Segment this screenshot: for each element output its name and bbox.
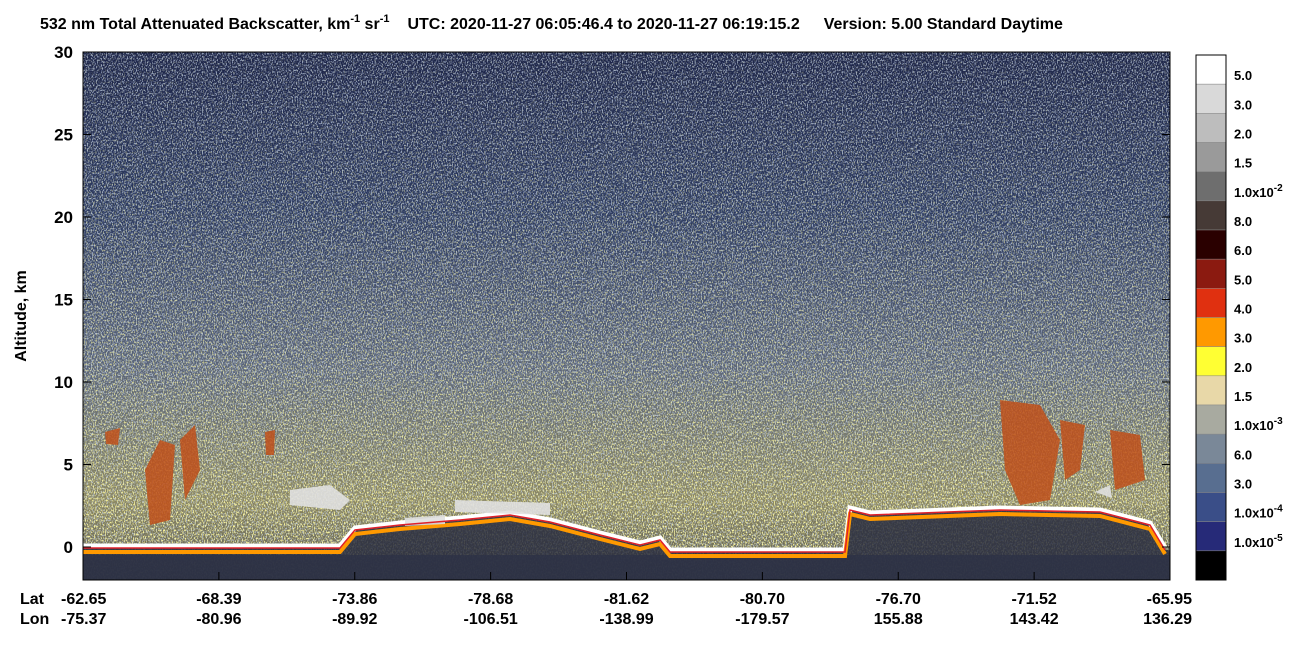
y-tick-label: 10 <box>54 373 73 392</box>
lon-tick-label: -80.96 <box>196 611 241 628</box>
title-part: Version: 5.00 Standard Daytime <box>824 16 1063 33</box>
colorbar-cell <box>1195 142 1227 172</box>
lat-tick-label: -76.70 <box>876 591 921 608</box>
y-tick-label: 0 <box>64 538 73 557</box>
colorbar-cell <box>1195 492 1227 522</box>
colorbar-cell <box>1195 288 1227 318</box>
lon-tick-label: -75.37 <box>61 611 106 628</box>
colorbar-cell <box>1195 229 1227 260</box>
colorbar-cell <box>1195 463 1227 493</box>
colorbar-label: 1.5 <box>1234 156 1252 171</box>
colorbar-label: 3.0 <box>1234 97 1252 112</box>
colorbar-label: 5.0 <box>1234 272 1252 287</box>
colorbar-label: 2.0 <box>1234 127 1252 142</box>
lat-tick-label: -81.62 <box>604 591 649 608</box>
lon-tick-label: 143.42 <box>1010 611 1059 628</box>
colorbar-cell <box>1195 83 1227 114</box>
y-axis-label: Altitude, km <box>13 270 30 362</box>
chart-title: 532 nm Total Attenuated Backscatter, km-… <box>40 13 1063 33</box>
colorbar-label: 4.0 <box>1234 302 1252 317</box>
colorbar-label: 1.5 <box>1234 389 1252 404</box>
colorbar-label: 3.0 <box>1234 331 1252 346</box>
lat-label: Lat <box>20 591 45 608</box>
lat-tick-label: -80.70 <box>740 591 785 608</box>
title-part: -1 <box>380 13 390 25</box>
lon-tick-label: -106.51 <box>463 611 517 628</box>
backscatter-image <box>83 52 1170 580</box>
colorbar-cell <box>1195 317 1227 347</box>
colorbar-cell <box>1195 113 1227 143</box>
title-part: sr <box>360 16 380 33</box>
colorbar-label: 1.0x10-2 <box>1234 183 1283 200</box>
colorbar-label-base: 1.0x10 <box>1234 418 1274 433</box>
colorbar-label: 6.0 <box>1234 243 1252 258</box>
colorbar-cell <box>1195 433 1227 464</box>
lat-tick-label: -73.86 <box>332 591 377 608</box>
lon-tick-label: 155.88 <box>874 611 923 628</box>
colorbar-cell <box>1195 258 1227 289</box>
lon-tick-label: -179.57 <box>735 611 789 628</box>
colorbar-cell <box>1195 375 1227 406</box>
title-part: UTC: 2020-11-27 06:05:46.4 to 2020-11-27… <box>407 16 799 33</box>
colorbar-cell <box>1195 550 1227 581</box>
y-tick-label: 25 <box>54 126 73 145</box>
y-tick-label: 15 <box>54 291 73 310</box>
colorbar-label: 1.0x10-4 <box>1234 504 1283 521</box>
lat-tick-label: -71.52 <box>1011 591 1056 608</box>
colorbar-label: 8.0 <box>1234 214 1252 229</box>
colorbar-label: 3.0 <box>1234 477 1252 492</box>
colorbar-label-base: 1.0x10 <box>1234 185 1274 200</box>
colorbar-label: 1.0x10-3 <box>1234 416 1283 433</box>
colorbar-cell <box>1195 200 1227 231</box>
title-part: -1 <box>350 13 360 25</box>
colorbar-label: 2.0 <box>1234 360 1252 375</box>
y-tick-label: 20 <box>54 208 73 227</box>
lon-label: Lon <box>20 611 49 628</box>
lat-tick-label: -62.65 <box>61 591 106 608</box>
colorbar-cell <box>1195 521 1227 552</box>
colorbar-cell <box>1195 54 1227 85</box>
colorbar-label-exp: -2 <box>1274 183 1283 194</box>
y-tick-label: 30 <box>54 43 73 62</box>
lon-tick-label: 136.29 <box>1143 611 1192 628</box>
colorbar-label-base: 1.0x10 <box>1234 535 1274 550</box>
title-part: 532 nm Total Attenuated Backscatter, km <box>40 16 350 33</box>
lat-tick-label: -78.68 <box>468 591 513 608</box>
lon-tick-label: -89.92 <box>332 611 377 628</box>
colorbar-cell <box>1195 404 1227 435</box>
colorbar-cell <box>1195 171 1227 202</box>
colorbar-frame <box>1195 54 1227 581</box>
colorbar-label: 5.0 <box>1234 68 1252 83</box>
lon-tick-label: -138.99 <box>599 611 653 628</box>
colorbar-label-exp: -5 <box>1274 533 1283 544</box>
colorbar-label-base: 1.0x10 <box>1234 506 1274 521</box>
colorbar-label-exp: -4 <box>1274 504 1283 515</box>
colorbar-label: 1.0x10-5 <box>1234 533 1283 550</box>
colorbar-cell <box>1195 346 1227 377</box>
colorbar-label: 6.0 <box>1234 447 1252 462</box>
lat-tick-label: -68.39 <box>196 591 241 608</box>
y-tick-label: 5 <box>64 456 73 475</box>
lat-tick-label: -65.95 <box>1147 591 1192 608</box>
colorbar-label-exp: -3 <box>1274 416 1283 427</box>
